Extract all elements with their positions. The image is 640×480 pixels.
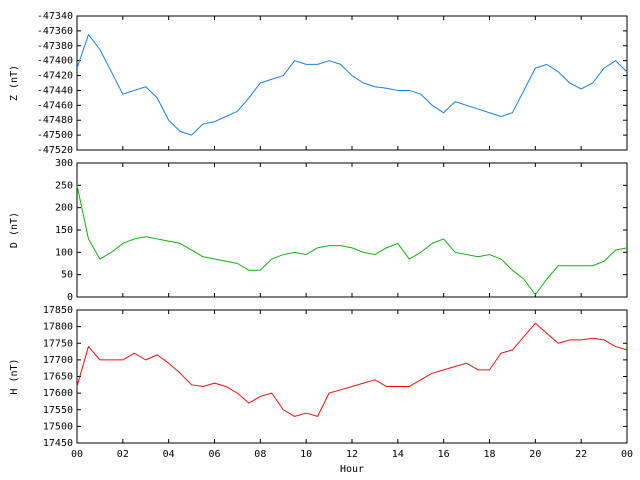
y-tick-label: -47400 <box>37 56 73 67</box>
y-tick-label: -47420 <box>37 71 73 82</box>
y-tick-label: 200 <box>55 203 73 214</box>
x-tick-label: 08 <box>254 449 266 460</box>
y-tick-label: 17600 <box>43 388 73 399</box>
y-tick-label: -47480 <box>37 115 73 126</box>
x-tick-label: 02 <box>117 449 129 460</box>
x-tick-label: 12 <box>346 449 358 460</box>
x-tick-label: 00 <box>71 449 83 460</box>
x-axis-label: Hour <box>340 464 364 475</box>
y-tick-label: 17500 <box>43 421 73 432</box>
plot-frame <box>76 15 628 151</box>
y-tick-label: 17450 <box>43 438 73 449</box>
y-tick-label: -47500 <box>37 130 73 141</box>
y-tick-label: 250 <box>55 180 73 191</box>
data-line <box>76 185 628 296</box>
y-tick-label: 100 <box>55 247 73 258</box>
y-tick-label: 17850 <box>43 305 73 316</box>
y-tick-label: -47380 <box>37 41 73 52</box>
y-axis-label: D (nT) <box>9 212 20 248</box>
x-tick-label: 06 <box>208 449 220 460</box>
y-tick-label: -47340 <box>37 11 73 22</box>
y-tick-label: 17700 <box>43 355 73 366</box>
x-tick-label: 10 <box>300 449 312 460</box>
data-line <box>76 322 628 417</box>
y-tick-label: 17750 <box>43 338 73 349</box>
y-tick-label: 17650 <box>43 372 73 383</box>
y-tick-label: -47520 <box>37 145 73 156</box>
plot-frame <box>76 309 628 444</box>
y-tick-label: 17800 <box>43 322 73 333</box>
plot-frame <box>76 162 628 298</box>
x-tick-label: 18 <box>483 449 495 460</box>
y-tick-label: 0 <box>67 292 73 303</box>
data-line <box>76 34 628 136</box>
y-tick-label: 17550 <box>43 405 73 416</box>
x-tick-label: 22 <box>575 449 587 460</box>
x-tick-label: 20 <box>529 449 541 460</box>
y-tick-label: 300 <box>55 158 73 169</box>
x-tick-label: 16 <box>438 449 450 460</box>
y-tick-label: 150 <box>55 225 73 236</box>
x-tick-label: 14 <box>392 449 404 460</box>
x-tick-label: 04 <box>163 449 175 460</box>
y-axis-label: Z (nT) <box>9 65 20 101</box>
y-tick-label: -47440 <box>37 85 73 96</box>
x-tick-label: 00 <box>621 449 633 460</box>
y-tick-label: -47360 <box>37 26 73 37</box>
y-tick-label: -47460 <box>37 100 73 111</box>
y-tick-label: 50 <box>61 270 73 281</box>
y-axis-label: H (nT) <box>9 358 20 394</box>
